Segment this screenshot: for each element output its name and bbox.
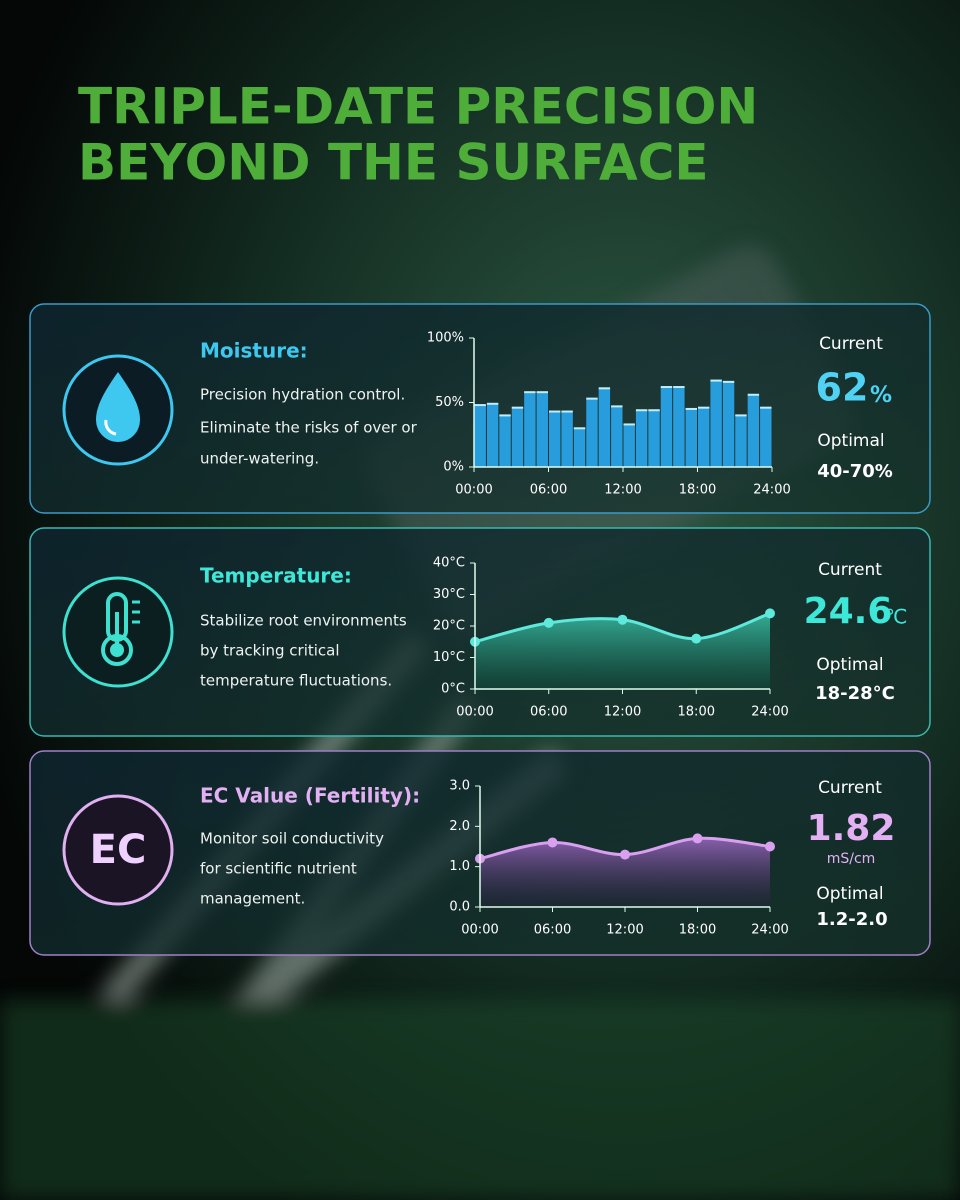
description: under-watering. xyxy=(200,450,319,468)
point xyxy=(543,617,554,628)
current-unit: mS/cm xyxy=(827,851,876,867)
x-tick-label: 18:00 xyxy=(678,705,715,720)
x-tick-label: 06:00 xyxy=(530,705,567,720)
description: by tracking critical xyxy=(200,642,340,660)
optimal-value: 40-70% xyxy=(817,461,893,482)
y-tick-label: 0°C xyxy=(441,682,465,697)
bar xyxy=(698,407,710,467)
point xyxy=(620,849,630,860)
bar xyxy=(747,394,760,467)
x-tick-label: 24:00 xyxy=(751,705,788,720)
bar xyxy=(561,411,573,467)
description: Stabilize root environments xyxy=(200,612,407,630)
description: temperature fluctuations. xyxy=(200,672,392,690)
current-label: Current xyxy=(819,334,883,354)
bar xyxy=(511,407,524,467)
x-tick-label: 18:00 xyxy=(679,923,716,938)
bar xyxy=(549,411,561,467)
title-line: TRIPLE-DATE PRECISION xyxy=(78,78,758,136)
point xyxy=(765,841,775,852)
bar xyxy=(474,405,486,467)
bar xyxy=(648,410,660,467)
x-tick-label: 24:00 xyxy=(751,923,788,938)
current-label: Current xyxy=(818,560,882,580)
x-tick-label: 18:00 xyxy=(679,483,716,498)
optimal-label: Optimal xyxy=(816,884,883,904)
bar xyxy=(598,388,611,467)
current-value: 62 xyxy=(816,366,869,410)
optimal-value: 1.2-2.0 xyxy=(816,909,887,930)
bar xyxy=(710,380,722,467)
thermometer-icon xyxy=(62,576,174,688)
bar xyxy=(722,381,735,467)
x-tick-label: 06:00 xyxy=(534,923,571,938)
bar xyxy=(623,424,635,467)
panel-label: EC Value (Fertility): xyxy=(200,784,420,808)
y-tick-label: 40°C xyxy=(433,556,465,571)
y-tick-label: 3.0 xyxy=(449,779,470,794)
icon-text: EC xyxy=(90,827,147,873)
y-tick-label: 0.0 xyxy=(449,900,470,915)
x-tick-label: 00:00 xyxy=(461,923,498,938)
x-tick-label: 24:00 xyxy=(753,483,790,498)
bar xyxy=(673,387,685,467)
point xyxy=(617,614,628,625)
bar xyxy=(499,415,511,467)
x-tick-label: 12:00 xyxy=(604,483,641,498)
current-label: Current xyxy=(818,778,882,798)
bar xyxy=(660,387,673,467)
ec-icon: EC xyxy=(62,794,174,906)
y-tick-label: 10°C xyxy=(433,650,465,665)
point xyxy=(692,833,703,844)
x-tick-label: 12:00 xyxy=(606,923,643,938)
area xyxy=(480,838,770,907)
x-tick-label: 06:00 xyxy=(530,483,567,498)
description: management. xyxy=(200,890,305,908)
bar xyxy=(486,403,499,467)
bar xyxy=(524,392,536,467)
bar xyxy=(573,428,586,467)
y-tick-label: 1.0 xyxy=(449,859,470,874)
x-tick-label: 00:00 xyxy=(456,705,493,720)
moisture-icon xyxy=(62,354,174,466)
description: Monitor soil conductivity xyxy=(200,830,384,848)
optimal-label: Optimal xyxy=(817,431,884,451)
description: for scientific nutrient xyxy=(200,860,357,878)
point xyxy=(691,633,702,644)
optimal-value: 18-28°C xyxy=(815,683,895,704)
y-tick-label: 20°C xyxy=(433,619,465,634)
bar xyxy=(760,407,772,467)
panel-label: Moisture: xyxy=(200,339,308,363)
bar xyxy=(735,415,747,467)
bar xyxy=(685,408,697,467)
y-tick-label: 50% xyxy=(435,395,464,410)
current-unit: % xyxy=(870,383,892,408)
current-value: 24.6 xyxy=(804,591,893,632)
bar xyxy=(611,406,623,467)
y-tick-label: 100% xyxy=(427,331,464,346)
y-tick-label: 2.0 xyxy=(449,819,470,834)
bar xyxy=(536,392,548,467)
point xyxy=(547,837,558,848)
title-line: BEYOND THE SURFACE xyxy=(78,134,709,192)
current-unit: ℃ xyxy=(885,605,907,629)
panel-label: Temperature: xyxy=(200,564,352,588)
y-tick-label: 30°C xyxy=(433,587,465,602)
y-tick-label: 0% xyxy=(443,460,464,475)
bar xyxy=(635,410,648,467)
point xyxy=(765,608,775,619)
description: Precision hydration control. xyxy=(200,386,405,404)
description: Eliminate the risks of over or xyxy=(200,419,418,437)
area xyxy=(475,613,770,689)
current-value: 1.82 xyxy=(807,808,896,849)
x-tick-label: 00:00 xyxy=(455,483,492,498)
optimal-label: Optimal xyxy=(816,655,883,675)
x-tick-label: 12:00 xyxy=(604,705,641,720)
bar xyxy=(586,398,598,467)
